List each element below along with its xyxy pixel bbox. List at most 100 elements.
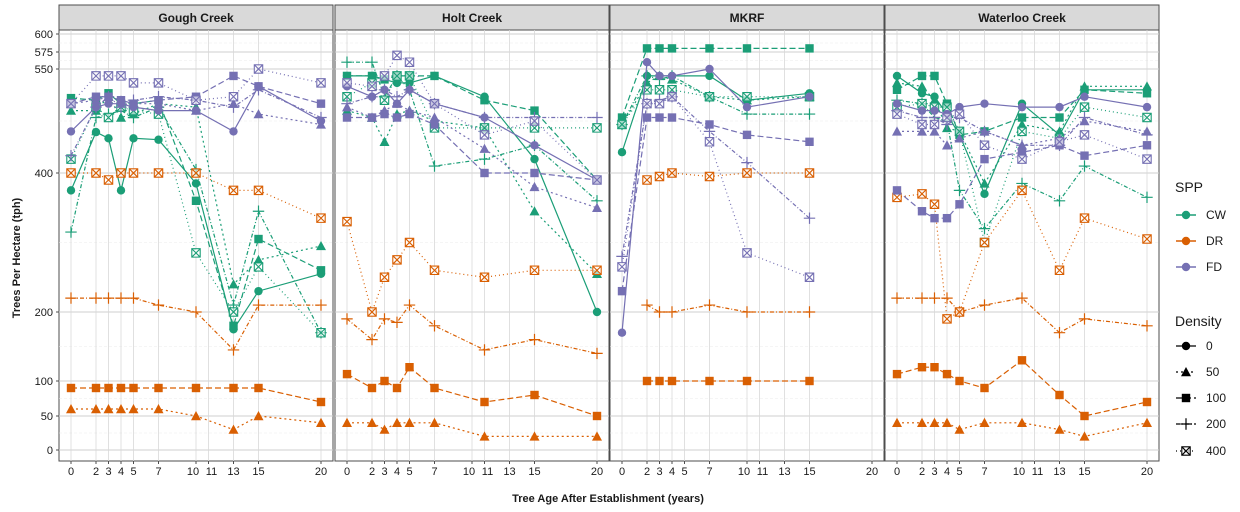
data-point (942, 417, 952, 427)
data-point (154, 383, 163, 393)
data-point (942, 213, 952, 223)
data-point (428, 160, 441, 172)
data-point (254, 286, 263, 296)
data-point (342, 216, 352, 227)
series-line (896, 82, 1147, 185)
data-point (378, 84, 391, 96)
data-point (891, 292, 903, 304)
x-tick-label: 2 (919, 466, 925, 478)
data-point (392, 71, 402, 81)
x-tick-label: 10 (1013, 466, 1025, 478)
data-point (703, 299, 716, 311)
data-point (1054, 126, 1065, 136)
data-point (1053, 327, 1066, 339)
x-tick-label: 11 (206, 466, 217, 478)
panel-strip-title: Waterloo Creek (978, 11, 1066, 25)
data-point (190, 306, 202, 318)
panel-strip-title: Holt Creek (442, 11, 502, 25)
data-point (66, 404, 76, 414)
series-line (896, 359, 1148, 417)
data-point (404, 57, 415, 67)
data-point (979, 178, 990, 188)
series-dr-50 (342, 417, 602, 441)
data-point (1017, 417, 1027, 427)
series-line (71, 172, 322, 219)
data-point (404, 417, 415, 427)
series-line (347, 61, 598, 202)
legend-key-point (1181, 210, 1191, 220)
data-point (592, 431, 602, 441)
data-point (252, 205, 265, 217)
panel-strip (58, 4, 334, 31)
data-point (1142, 141, 1152, 150)
data-point (228, 424, 239, 434)
data-point (429, 112, 440, 122)
data-point (103, 71, 114, 81)
data-point (929, 417, 940, 427)
legend-label: 0 (1206, 339, 1213, 353)
data-point (917, 81, 927, 91)
x-tick-label: 15 (528, 466, 540, 478)
data-point (1017, 119, 1027, 129)
data-point (892, 417, 902, 427)
x-tick-label: 7 (155, 466, 161, 478)
data-point (480, 397, 489, 407)
data-point (392, 113, 402, 122)
data-point (929, 95, 940, 105)
data-point (953, 184, 966, 197)
data-point (892, 99, 902, 108)
data-point (917, 363, 927, 372)
data-point (129, 134, 138, 143)
data-point (90, 292, 102, 304)
data-point (342, 369, 352, 379)
data-point (191, 196, 201, 205)
data-point (128, 78, 139, 88)
data-point (128, 404, 139, 414)
series-line (70, 85, 322, 133)
x-tick-label: 15 (803, 466, 815, 478)
data-point (152, 299, 165, 311)
series-dr-100 (66, 383, 326, 407)
data-point (116, 96, 126, 105)
data-point (666, 306, 678, 318)
y-tick-label: 600 (35, 29, 53, 41)
x-tick-label: 11 (1032, 466, 1043, 478)
x-tick-label: 7 (981, 466, 987, 478)
data-point (428, 320, 441, 332)
data-point (1016, 139, 1028, 151)
x-tick-label: 10 (463, 466, 475, 478)
data-point (229, 127, 238, 136)
data-point (315, 111, 327, 124)
series-line (70, 75, 322, 105)
series-line (346, 89, 597, 119)
series-dr-50 (66, 404, 326, 434)
series-line (896, 110, 1148, 146)
data-point (1017, 148, 1027, 157)
data-point (1080, 85, 1089, 94)
data-point (930, 71, 939, 81)
series-fd-400 (66, 64, 326, 109)
legend-key-point (1181, 367, 1191, 377)
x-tick-label: 20 (315, 466, 327, 478)
data-point (191, 411, 201, 421)
data-point (592, 123, 602, 133)
data-point (116, 404, 126, 414)
x-tick-label: 4 (394, 466, 400, 478)
data-point (805, 137, 814, 146)
series-dr-200 (641, 299, 816, 318)
data-point (116, 383, 126, 393)
series-fd-400 (342, 50, 602, 185)
data-point (480, 96, 489, 105)
legend-key-point (1181, 236, 1191, 246)
data-point (641, 299, 653, 311)
data-point (479, 130, 490, 140)
data-point (955, 376, 964, 386)
legend-label: FD (1206, 260, 1222, 274)
data-point (655, 71, 664, 81)
data-point (91, 127, 101, 137)
series-dr-200 (341, 299, 603, 360)
data-point (367, 71, 377, 81)
data-point (116, 71, 126, 81)
x-tick-label: 13 (778, 466, 790, 478)
data-point (804, 272, 815, 282)
